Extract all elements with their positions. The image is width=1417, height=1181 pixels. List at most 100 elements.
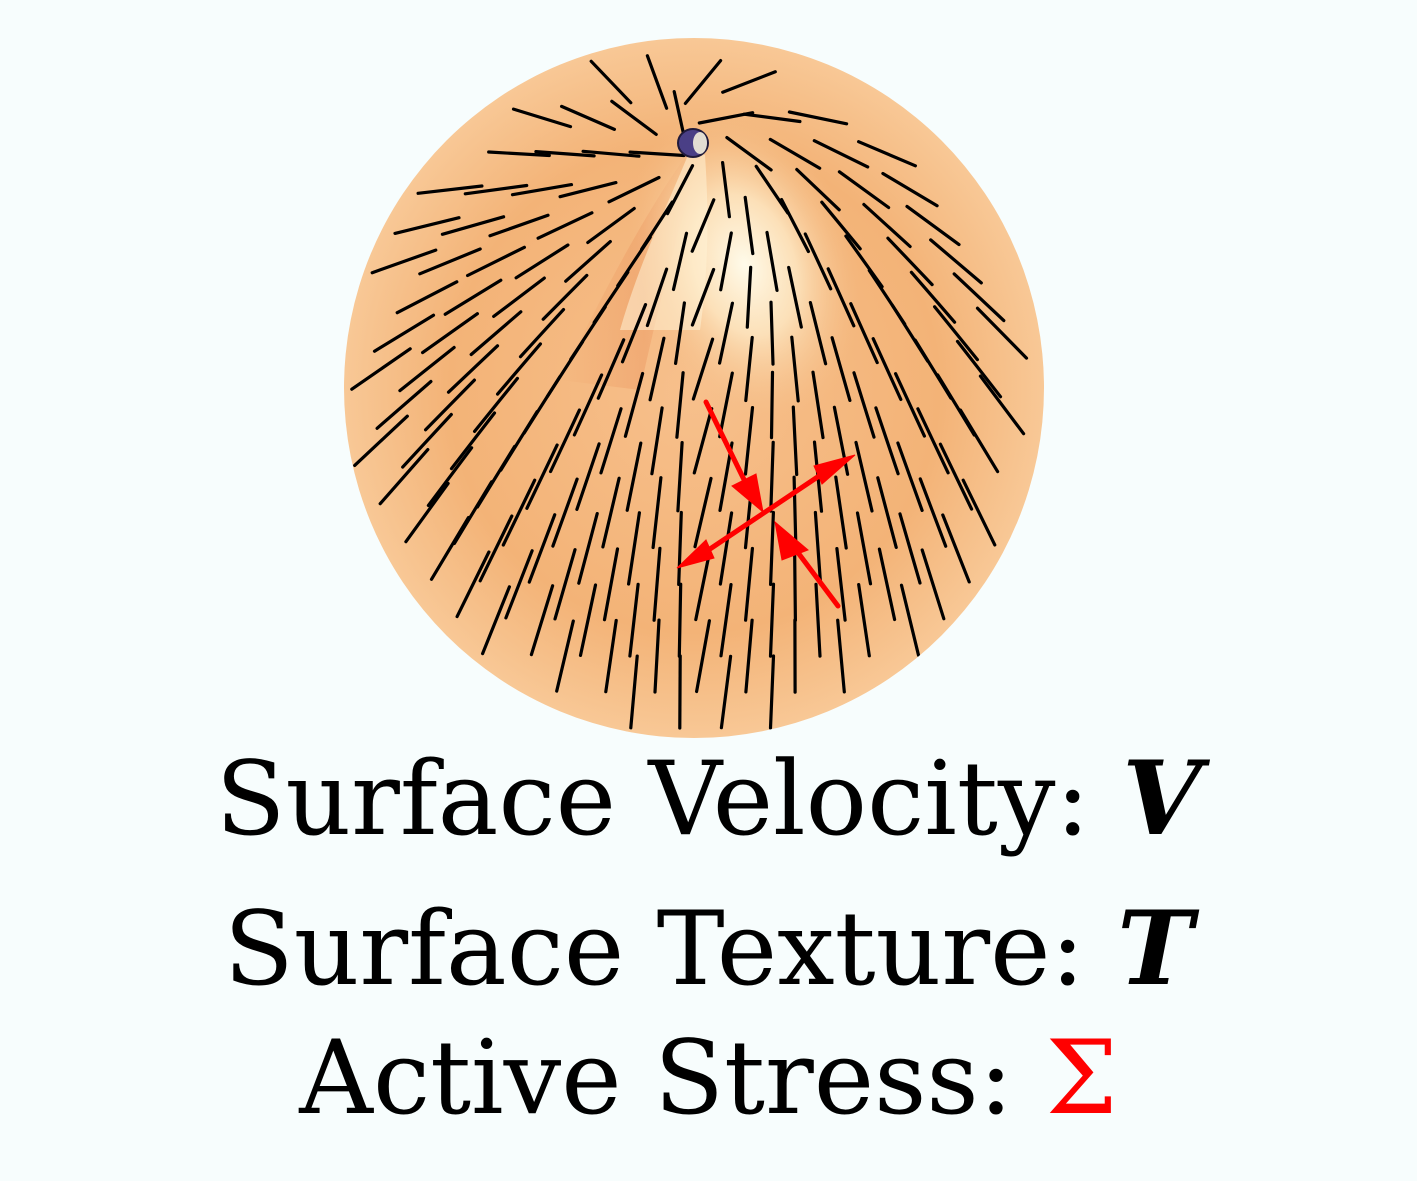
texture-segment <box>768 510 776 587</box>
texture-segment <box>469 310 523 357</box>
caption-velocity-symbol: V <box>1122 739 1202 859</box>
caption-stress-symbol: Σ <box>1045 1019 1118 1138</box>
texture-segment <box>768 137 822 170</box>
texture-segment <box>446 344 500 394</box>
texture-segment <box>803 232 833 291</box>
texture-segment <box>404 481 450 544</box>
texture-segment <box>720 161 732 219</box>
texture-segment <box>856 140 918 168</box>
texture-segment <box>534 150 596 158</box>
texture-segment <box>765 230 779 292</box>
texture-segment <box>564 240 612 283</box>
texture-segment <box>692 407 714 475</box>
texture-segment <box>492 276 546 318</box>
texture-segment <box>572 373 604 437</box>
texture-segment <box>893 372 927 438</box>
texture-segment <box>676 441 684 513</box>
texture-segment <box>754 164 790 215</box>
texture-segment <box>941 513 971 584</box>
texture-segment <box>743 546 755 622</box>
texture-segment <box>370 248 438 275</box>
texture-segment <box>849 302 879 365</box>
texture-segment <box>671 231 689 292</box>
texture-segment <box>481 585 511 656</box>
texture-segment <box>717 301 735 365</box>
texture-segment <box>852 371 876 439</box>
texture-segment <box>393 216 461 235</box>
texture-segment <box>653 618 661 694</box>
texture-segment <box>978 374 1026 436</box>
texture-segment <box>650 406 664 476</box>
texture-segment <box>398 345 456 393</box>
texture-segment <box>455 550 491 619</box>
texture-segment <box>395 280 459 315</box>
texture-segment <box>792 546 798 622</box>
texture-segment <box>527 513 557 584</box>
texture-segment <box>718 511 734 586</box>
texture-segment <box>575 442 601 511</box>
texture-segment <box>812 139 870 169</box>
texture-segment <box>548 408 582 474</box>
texture-segment <box>743 406 755 476</box>
texture-segment <box>553 548 577 621</box>
texture-segment <box>652 546 662 622</box>
texture-segment <box>975 306 1029 360</box>
texture-segment <box>683 58 723 106</box>
texture-segment <box>790 335 800 403</box>
texture-segment <box>877 547 897 622</box>
texture-segment <box>372 313 436 353</box>
texture-segment <box>811 370 825 440</box>
texture-segment <box>791 405 799 477</box>
texture-segment <box>625 441 643 512</box>
texture-segment <box>473 376 520 433</box>
texture-segment <box>673 301 687 365</box>
texture-segment <box>350 347 412 391</box>
texture-segment <box>768 582 776 658</box>
texture-segment <box>536 211 594 240</box>
texture-segment <box>719 654 733 730</box>
texture-segment <box>693 476 713 549</box>
texture-segment <box>604 618 618 694</box>
texture-segment <box>769 300 775 366</box>
caption-velocity-label: Surface Velocity: <box>215 740 1090 859</box>
texture-segment <box>718 371 734 439</box>
texture-segment <box>418 247 482 276</box>
surface-figure <box>344 38 1044 738</box>
texture-segment <box>918 477 948 548</box>
texture-segment <box>916 407 950 475</box>
texture-segment <box>525 443 559 510</box>
texture-segment <box>814 582 822 658</box>
texture-segment <box>909 270 957 324</box>
texture-segment <box>938 442 974 511</box>
texture-segment <box>440 215 506 236</box>
texture-segment <box>501 478 537 547</box>
texture-segment <box>558 181 618 199</box>
texture-segment <box>529 584 555 657</box>
texture-segment <box>623 371 645 438</box>
texture-segment <box>795 167 841 212</box>
texture-segment <box>690 267 716 327</box>
texture-segment <box>862 202 912 249</box>
texture-segment <box>955 339 1003 399</box>
texture-segment <box>808 301 828 366</box>
texture-segment <box>813 510 823 586</box>
texture-segment <box>881 171 939 208</box>
texture-segment <box>424 378 476 432</box>
defect-apex-highlight <box>693 132 707 154</box>
texture-segment <box>541 273 589 321</box>
texture-segment <box>834 475 848 550</box>
texture-segment <box>620 303 648 364</box>
texture-segment <box>835 546 847 622</box>
texture-segment <box>961 478 997 547</box>
texture-segment <box>596 338 626 400</box>
texture-segment <box>602 547 620 622</box>
texture-segment <box>487 150 551 158</box>
texture-segment <box>787 265 803 329</box>
texture-segment <box>677 510 683 587</box>
texture-segment <box>743 195 755 256</box>
texture-segment <box>820 200 862 251</box>
texture-segment <box>745 265 753 329</box>
texture-segment <box>769 370 775 440</box>
texture-segment <box>645 267 669 328</box>
texture-segment <box>589 59 633 105</box>
